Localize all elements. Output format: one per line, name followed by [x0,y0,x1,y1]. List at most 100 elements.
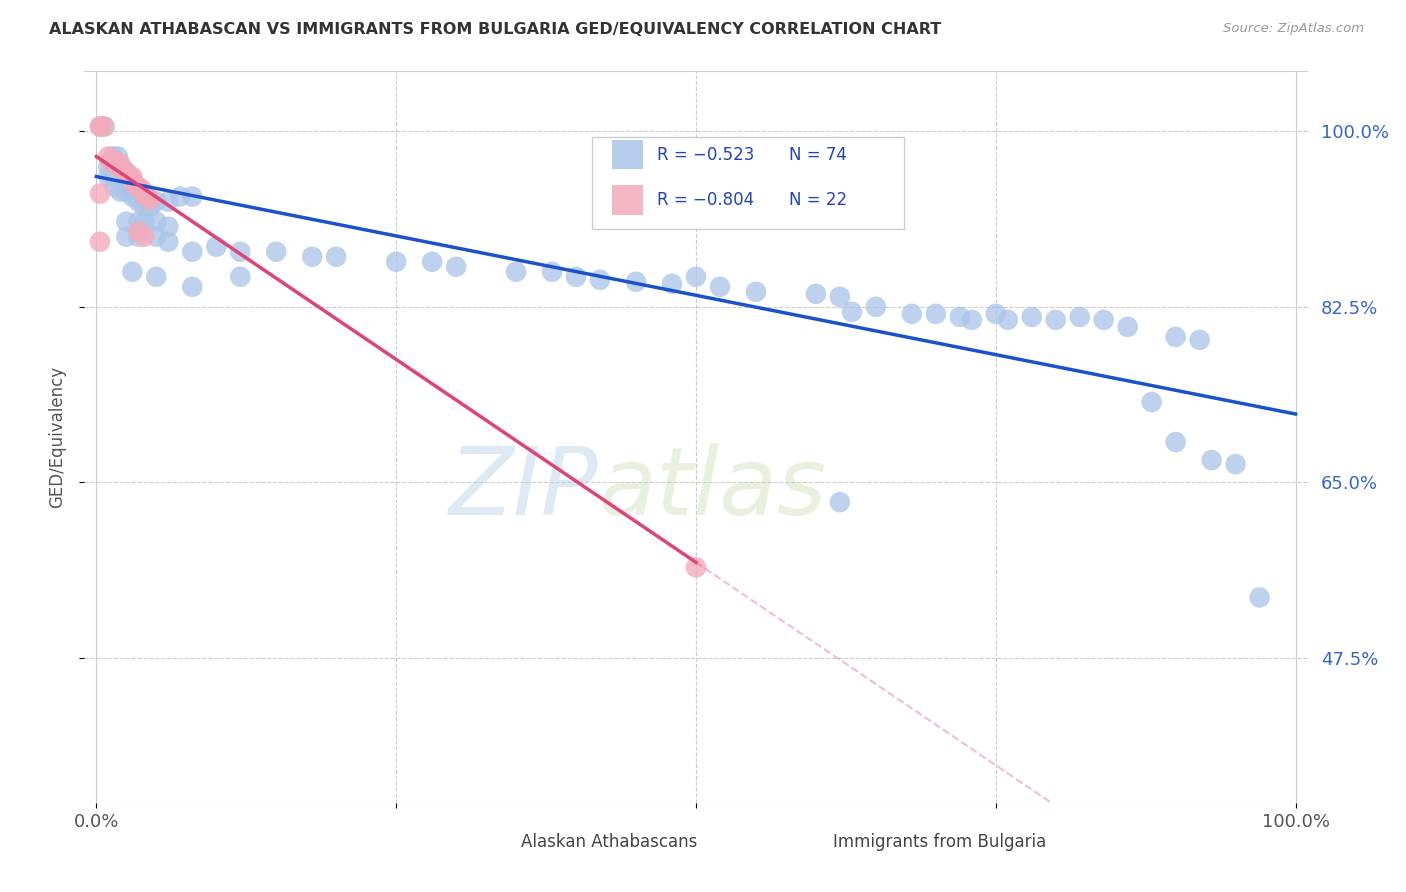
Point [181,280,204,294]
FancyBboxPatch shape [481,831,510,854]
Point [1092,313,1115,327]
Point [385,254,408,268]
Point [139,193,162,207]
Point [925,307,948,321]
Point [107,149,129,163]
Point [325,250,347,264]
Point [89,120,111,134]
Text: N = 74: N = 74 [789,145,846,164]
Point [804,286,827,301]
Text: ZIP: ZIP [449,442,598,533]
Point [301,250,323,264]
Point [127,229,149,244]
Point [1140,395,1163,409]
Point [139,200,162,214]
Point [93,120,117,134]
Point [1045,313,1067,327]
Point [97,169,120,184]
Point [121,265,143,279]
Point [661,277,683,291]
Point [127,194,149,209]
FancyBboxPatch shape [592,137,904,228]
Point [121,189,143,203]
Point [101,149,124,163]
Point [745,285,768,299]
Point [103,154,125,169]
Point [565,269,588,284]
Point [115,214,138,228]
Point [134,189,156,203]
Point [1249,591,1271,605]
Point [145,269,167,284]
Text: ALASKAN ATHABASCAN VS IMMIGRANTS FROM BULGARIA GED/EQUIVALENCY CORRELATION CHART: ALASKAN ATHABASCAN VS IMMIGRANTS FROM BU… [49,22,942,37]
Point [118,169,141,184]
Point [93,120,115,134]
Point [157,194,180,209]
Point [124,177,146,191]
FancyBboxPatch shape [612,186,644,215]
Point [131,183,153,197]
Point [420,254,443,268]
Point [121,179,143,194]
Text: Alaskan Athabascans: Alaskan Athabascans [522,833,697,851]
FancyBboxPatch shape [793,831,823,854]
Point [505,265,527,279]
Point [107,160,129,174]
Point [145,229,167,244]
Point [1021,310,1043,324]
Y-axis label: GED/Equivalency: GED/Equivalency [48,366,66,508]
Point [828,290,851,304]
Point [110,156,132,170]
Point [115,164,138,178]
Point [111,162,134,177]
Point [134,186,156,201]
Point [1164,435,1187,450]
Point [841,305,863,319]
Point [828,495,851,509]
Point [145,194,167,209]
Point [709,280,731,294]
Point [997,313,1019,327]
Point [121,169,143,184]
Point [157,219,180,234]
Point [181,244,204,259]
Point [205,240,228,254]
Point [1225,457,1247,471]
Point [685,560,707,574]
Point [624,275,647,289]
Point [127,225,149,239]
Point [89,120,111,134]
Text: R = −0.804: R = −0.804 [657,191,754,209]
Point [229,244,252,259]
Point [145,214,167,228]
Point [1201,453,1223,467]
Text: atlas: atlas [598,442,827,533]
Point [127,179,149,194]
Point [1069,310,1091,324]
Point [901,307,924,321]
Point [264,244,287,259]
Point [97,160,120,174]
Point [135,189,157,203]
Point [157,235,180,249]
FancyBboxPatch shape [612,140,644,169]
Text: R = −0.523: R = −0.523 [657,145,754,164]
Point [181,189,204,203]
Point [97,149,120,163]
Point [949,310,972,324]
Point [1188,333,1211,347]
Point [589,273,612,287]
Point [89,186,111,201]
Text: N = 22: N = 22 [789,191,846,209]
Point [229,269,252,284]
Point [1116,319,1139,334]
Text: Source: ZipAtlas.com: Source: ZipAtlas.com [1223,22,1364,36]
Point [100,154,122,169]
Point [115,229,138,244]
Point [1164,330,1187,344]
Point [103,179,125,194]
Point [685,269,707,284]
Point [960,313,983,327]
Point [110,185,132,199]
Point [110,160,132,174]
